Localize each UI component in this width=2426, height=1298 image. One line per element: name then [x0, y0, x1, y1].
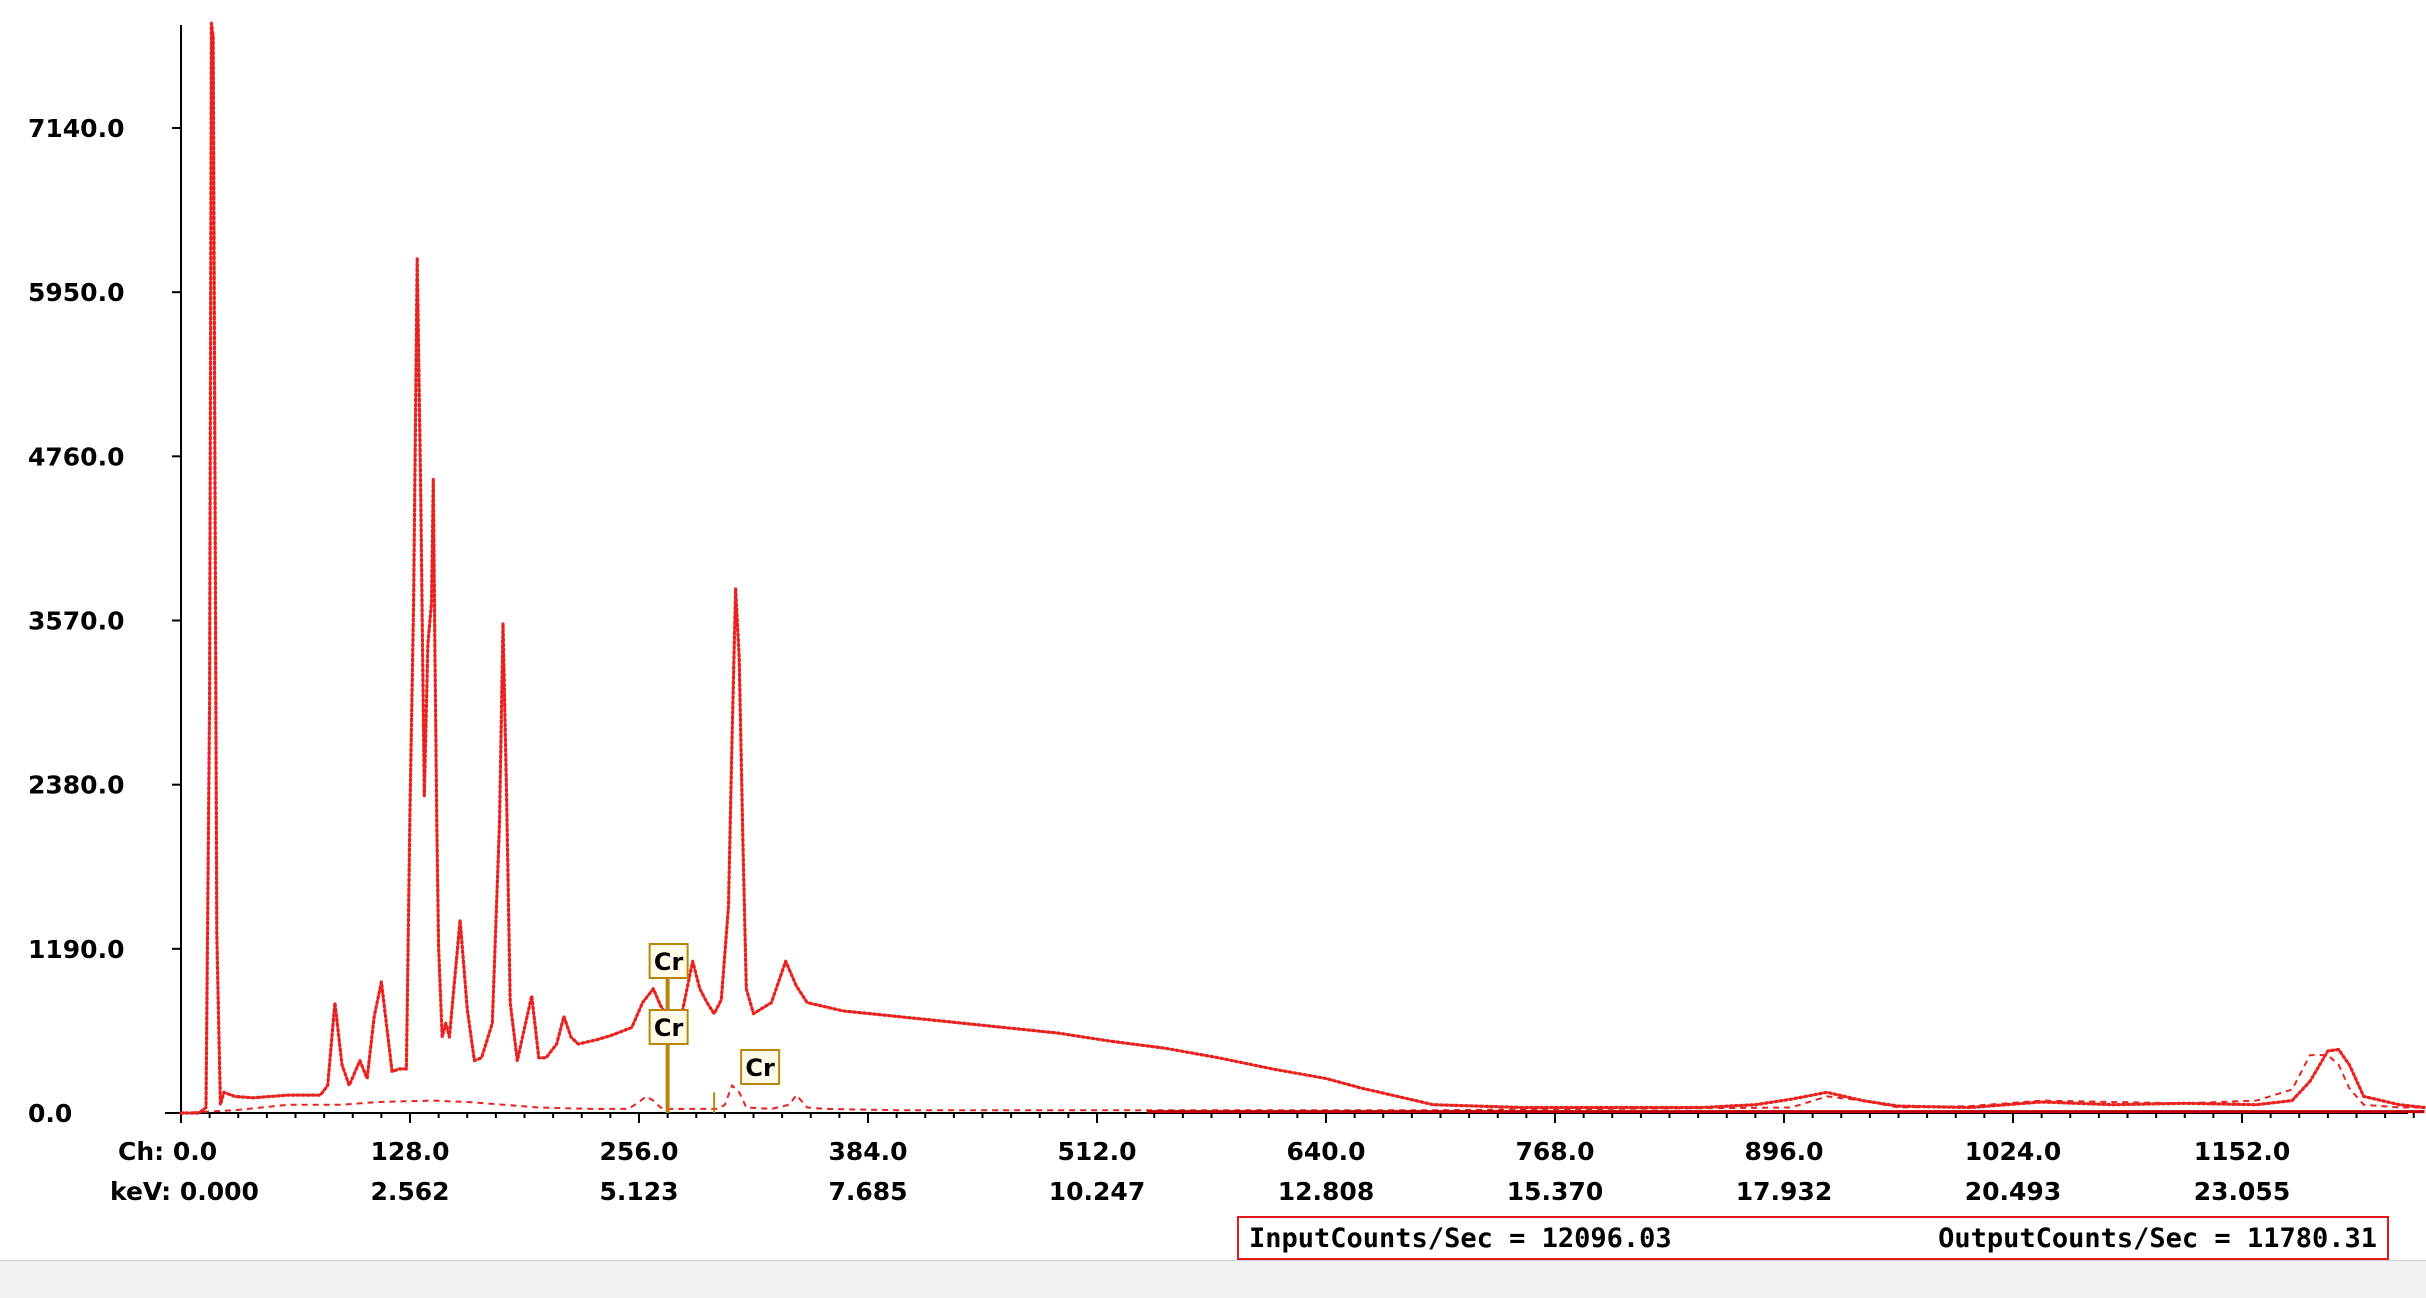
x-tick-label-kev: 20.493: [1965, 1177, 2061, 1206]
series: [179, 21, 2426, 1115]
x-tick-label-channel: Ch: 0.0: [118, 1137, 217, 1166]
bottom-strip: [0, 1260, 2426, 1298]
x-tick-label-kev: 2.562: [370, 1177, 449, 1206]
x-tick-label-kev: 5.123: [599, 1177, 678, 1206]
marker-label: Cr: [654, 1014, 684, 1042]
x-tick-label-kev: 10.247: [1049, 1177, 1145, 1206]
x-tick-label-kev: 15.370: [1507, 1177, 1603, 1206]
count-rate-status: InputCounts/Sec = 12096.03 OutputCounts/…: [1237, 1216, 2389, 1260]
y-tick-label: 1190.0: [28, 935, 124, 964]
element-markers: Cr Cr Cr: [648, 943, 781, 1113]
x-tick-label-channel: 768.0: [1515, 1137, 1594, 1166]
x-tick-label-channel: 128.0: [370, 1137, 449, 1166]
axes: [165, 25, 2408, 1114]
x-tick-label-channel: 256.0: [599, 1137, 678, 1166]
x-tick-label-kev: keV: 0.000: [110, 1177, 259, 1206]
y-ticks: 0.0 1190.0 2380.0 3570.0 4760.0 5950.0 7140.0: [28, 114, 181, 1128]
x-tick-label-channel: 1152.0: [2194, 1137, 2290, 1166]
x-tick-label-channel: 384.0: [828, 1137, 907, 1166]
output-counts-label: OutputCounts/Sec = 11780.31: [1938, 1222, 2377, 1254]
spectrum-series-1: [179, 21, 2426, 1115]
marker-box: [648, 943, 689, 979]
y-tick-label: 7140.0: [28, 114, 124, 143]
marker-box: [740, 1049, 781, 1085]
x-tick-label-channel: 896.0: [1744, 1137, 1823, 1166]
y-tick-label: 0.0: [28, 1099, 72, 1128]
marker-label: Cr: [654, 948, 684, 976]
x-tick-label-kev: 12.808: [1278, 1177, 1374, 1206]
x-tick-label-channel: 640.0: [1286, 1137, 1365, 1166]
spectrum-series-2: [180, 1054, 2425, 1114]
x-tick-label-kev: 23.055: [2194, 1177, 2290, 1206]
y-tick-label: 4760.0: [28, 442, 124, 471]
y-tick-label: 3570.0: [28, 607, 124, 636]
input-counts-label: InputCounts/Sec = 12096.03: [1249, 1222, 1672, 1254]
x-ticks: Ch: 0.0 keV: 0.000 128.0 2.562 256.0 5.123 384…: [110, 1113, 2415, 1206]
x-tick-label-channel: 512.0: [1057, 1137, 1136, 1166]
y-tick-label: 5950.0: [28, 278, 124, 307]
x-tick-label-kev: 7.685: [828, 1177, 907, 1206]
x-tick-label-kev: 17.932: [1736, 1177, 1832, 1206]
y-tick-label: 2380.0: [28, 771, 124, 800]
x-tick-label-channel: 1024.0: [1965, 1137, 2061, 1166]
marker-label: Cr: [745, 1054, 775, 1082]
marker-box: [648, 1009, 689, 1045]
